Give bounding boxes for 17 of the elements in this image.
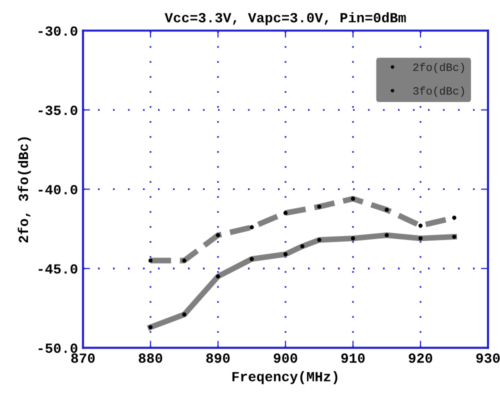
y-tick-label: -35.0 [38,106,78,116]
chart-title: Vcc=3.3V, Vapc=3.0V, Pin=0dBm [164,12,406,26]
legend-label: 2fo(dBc) [413,62,464,74]
y-tick-label: -45.0 [38,264,78,274]
x-tick-label: 870 [71,353,95,363]
legend-label: 3fo(dBc) [413,86,464,97]
x-tick-label: 890 [206,353,230,363]
y-tick-label: -50.0 [38,344,78,353]
x-tick-label: 880 [138,353,162,363]
x-tick-label: 930 [476,353,500,363]
x-tick-label: 920 [408,353,432,363]
y-axis-title: 2fo, 3fo(dBc) [18,137,31,243]
x-tick-label: 910 [341,353,365,363]
x-tick-label: 900 [274,353,298,363]
x-axis-title: Freqency(MHz) [232,371,338,384]
y-tick-label: -40.0 [38,184,78,194]
y-tick-label: -30.0 [38,26,78,36]
